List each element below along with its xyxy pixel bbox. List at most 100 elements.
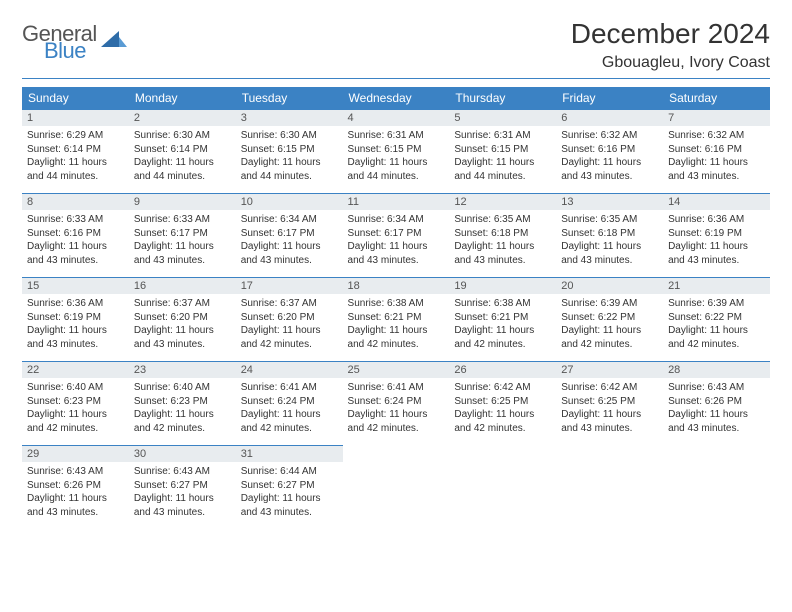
sunrise-line: Sunrise: 6:43 AM: [668, 381, 765, 395]
calendar-week-row: 29Sunrise: 6:43 AMSunset: 6:26 PMDayligh…: [22, 445, 770, 529]
calendar-cell: 8Sunrise: 6:33 AMSunset: 6:16 PMDaylight…: [22, 193, 129, 277]
day-number: 29: [22, 445, 129, 462]
day-details: Sunrise: 6:29 AMSunset: 6:14 PMDaylight:…: [22, 126, 129, 193]
sunrise-line: Sunrise: 6:37 AM: [241, 297, 338, 311]
calendar-cell: 12Sunrise: 6:35 AMSunset: 6:18 PMDayligh…: [449, 193, 556, 277]
day-number: 24: [236, 361, 343, 378]
sunrise-line: Sunrise: 6:44 AM: [241, 465, 338, 479]
sunset-line: Sunset: 6:16 PM: [668, 143, 765, 157]
daylight-line: Daylight: 11 hours and 43 minutes.: [561, 408, 658, 435]
calendar-cell: ..: [449, 445, 556, 529]
header-divider: [22, 78, 770, 79]
day-number: 21: [663, 277, 770, 294]
sunrise-line: Sunrise: 6:42 AM: [561, 381, 658, 395]
day-number: 1: [22, 109, 129, 126]
sunset-line: Sunset: 6:15 PM: [454, 143, 551, 157]
daylight-line: Daylight: 11 hours and 44 minutes.: [348, 156, 445, 183]
sunrise-line: Sunrise: 6:41 AM: [241, 381, 338, 395]
calendar-cell: 23Sunrise: 6:40 AMSunset: 6:23 PMDayligh…: [129, 361, 236, 445]
calendar-cell: 2Sunrise: 6:30 AMSunset: 6:14 PMDaylight…: [129, 109, 236, 193]
calendar-cell: 19Sunrise: 6:38 AMSunset: 6:21 PMDayligh…: [449, 277, 556, 361]
dayname-saturday: Saturday: [663, 87, 770, 109]
day-number: 10: [236, 193, 343, 210]
sunset-line: Sunset: 6:14 PM: [27, 143, 124, 157]
sunrise-line: Sunrise: 6:30 AM: [134, 129, 231, 143]
calendar-cell: 28Sunrise: 6:43 AMSunset: 6:26 PMDayligh…: [663, 361, 770, 445]
calendar-cell: 6Sunrise: 6:32 AMSunset: 6:16 PMDaylight…: [556, 109, 663, 193]
calendar-cell: 21Sunrise: 6:39 AMSunset: 6:22 PMDayligh…: [663, 277, 770, 361]
day-number: 8: [22, 193, 129, 210]
day-details: Sunrise: 6:43 AMSunset: 6:26 PMDaylight:…: [22, 462, 129, 529]
daylight-line: Daylight: 11 hours and 44 minutes.: [134, 156, 231, 183]
calendar-cell: 4Sunrise: 6:31 AMSunset: 6:15 PMDaylight…: [343, 109, 450, 193]
sunrise-line: Sunrise: 6:36 AM: [27, 297, 124, 311]
sunset-line: Sunset: 6:16 PM: [561, 143, 658, 157]
calendar-week-row: 22Sunrise: 6:40 AMSunset: 6:23 PMDayligh…: [22, 361, 770, 445]
dayname-friday: Friday: [556, 87, 663, 109]
dayname-thursday: Thursday: [449, 87, 556, 109]
day-details: Sunrise: 6:42 AMSunset: 6:25 PMDaylight:…: [449, 378, 556, 445]
day-number: 5: [449, 109, 556, 126]
day-details: Sunrise: 6:37 AMSunset: 6:20 PMDaylight:…: [236, 294, 343, 361]
brand-logo: General Blue: [22, 24, 127, 62]
sunrise-line: Sunrise: 6:33 AM: [27, 213, 124, 227]
sunset-line: Sunset: 6:26 PM: [668, 395, 765, 409]
daylight-line: Daylight: 11 hours and 42 minutes.: [241, 408, 338, 435]
day-number: 13: [556, 193, 663, 210]
calendar-cell: 18Sunrise: 6:38 AMSunset: 6:21 PMDayligh…: [343, 277, 450, 361]
day-number: 12: [449, 193, 556, 210]
sunrise-line: Sunrise: 6:34 AM: [348, 213, 445, 227]
sunrise-line: Sunrise: 6:39 AM: [668, 297, 765, 311]
sunrise-line: Sunrise: 6:39 AM: [561, 297, 658, 311]
month-title: December 2024: [571, 18, 770, 50]
daylight-line: Daylight: 11 hours and 43 minutes.: [348, 240, 445, 267]
day-number: 22: [22, 361, 129, 378]
calendar-week-row: 15Sunrise: 6:36 AMSunset: 6:19 PMDayligh…: [22, 277, 770, 361]
sunset-line: Sunset: 6:17 PM: [348, 227, 445, 241]
daylight-line: Daylight: 11 hours and 42 minutes.: [454, 408, 551, 435]
header-row: General Blue December 2024 Gbouagleu, Iv…: [22, 18, 770, 72]
daylight-line: Daylight: 11 hours and 42 minutes.: [134, 408, 231, 435]
calendar-cell: 10Sunrise: 6:34 AMSunset: 6:17 PMDayligh…: [236, 193, 343, 277]
day-details: Sunrise: 6:32 AMSunset: 6:16 PMDaylight:…: [663, 126, 770, 193]
sunrise-line: Sunrise: 6:41 AM: [348, 381, 445, 395]
daylight-line: Daylight: 11 hours and 43 minutes.: [134, 324, 231, 351]
day-number: 30: [129, 445, 236, 462]
calendar-cell: 15Sunrise: 6:36 AMSunset: 6:19 PMDayligh…: [22, 277, 129, 361]
calendar-week-row: 8Sunrise: 6:33 AMSunset: 6:16 PMDaylight…: [22, 193, 770, 277]
calendar-cell: 31Sunrise: 6:44 AMSunset: 6:27 PMDayligh…: [236, 445, 343, 529]
dayname-wednesday: Wednesday: [343, 87, 450, 109]
calendar-cell: 29Sunrise: 6:43 AMSunset: 6:26 PMDayligh…: [22, 445, 129, 529]
sunrise-line: Sunrise: 6:42 AM: [454, 381, 551, 395]
calendar-table: SundayMondayTuesdayWednesdayThursdayFrid…: [22, 87, 770, 529]
day-details: Sunrise: 6:36 AMSunset: 6:19 PMDaylight:…: [22, 294, 129, 361]
calendar-cell: 27Sunrise: 6:42 AMSunset: 6:25 PMDayligh…: [556, 361, 663, 445]
day-details: Sunrise: 6:35 AMSunset: 6:18 PMDaylight:…: [449, 210, 556, 277]
day-details: Sunrise: 6:42 AMSunset: 6:25 PMDaylight:…: [556, 378, 663, 445]
sunrise-line: Sunrise: 6:35 AM: [454, 213, 551, 227]
day-details: Sunrise: 6:35 AMSunset: 6:18 PMDaylight:…: [556, 210, 663, 277]
calendar-cell: 3Sunrise: 6:30 AMSunset: 6:15 PMDaylight…: [236, 109, 343, 193]
day-number: 9: [129, 193, 236, 210]
day-details: Sunrise: 6:30 AMSunset: 6:15 PMDaylight:…: [236, 126, 343, 193]
brand-text: General Blue: [22, 24, 97, 62]
dayname-tuesday: Tuesday: [236, 87, 343, 109]
sunset-line: Sunset: 6:17 PM: [241, 227, 338, 241]
day-details: Sunrise: 6:39 AMSunset: 6:22 PMDaylight:…: [663, 294, 770, 361]
day-details: Sunrise: 6:43 AMSunset: 6:26 PMDaylight:…: [663, 378, 770, 445]
sunset-line: Sunset: 6:22 PM: [561, 311, 658, 325]
day-number: 17: [236, 277, 343, 294]
day-details: Sunrise: 6:32 AMSunset: 6:16 PMDaylight:…: [556, 126, 663, 193]
sunset-line: Sunset: 6:17 PM: [134, 227, 231, 241]
daylight-line: Daylight: 11 hours and 43 minutes.: [561, 156, 658, 183]
day-number: 23: [129, 361, 236, 378]
day-number: 25: [343, 361, 450, 378]
calendar-cell: 17Sunrise: 6:37 AMSunset: 6:20 PMDayligh…: [236, 277, 343, 361]
day-details: Sunrise: 6:41 AMSunset: 6:24 PMDaylight:…: [343, 378, 450, 445]
sunrise-line: Sunrise: 6:33 AM: [134, 213, 231, 227]
day-number: 20: [556, 277, 663, 294]
day-number: 11: [343, 193, 450, 210]
sunset-line: Sunset: 6:25 PM: [454, 395, 551, 409]
sunset-line: Sunset: 6:18 PM: [454, 227, 551, 241]
day-details: Sunrise: 6:36 AMSunset: 6:19 PMDaylight:…: [663, 210, 770, 277]
